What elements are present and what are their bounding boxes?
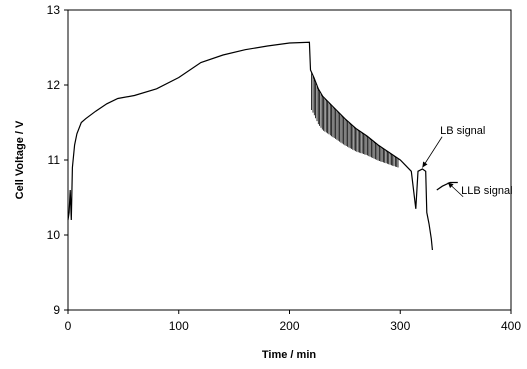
y-tick-label: 11 — [48, 153, 61, 167]
annotation-arrow-1 — [422, 136, 443, 168]
series-line-1 — [67, 41, 433, 251]
annotation-layer: LB signal LLB signal — [422, 125, 513, 198]
y-axis-title: Cell Voltage / V — [14, 120, 26, 199]
x-tick-label: 300 — [390, 319, 410, 333]
series-line-2 — [436, 181, 458, 191]
x-tick-label: 0 — [65, 319, 72, 333]
y-tick-label: 10 — [47, 228, 61, 242]
pulse-oscillation — [311, 72, 399, 168]
plot-frame — [67, 9, 512, 311]
x-tick-label: 100 — [169, 319, 189, 333]
y-tick-label: 13 — [47, 3, 61, 17]
x-axis-title: Time / min — [262, 349, 316, 361]
annotation-arrowhead-1 — [422, 161, 428, 168]
y-axis-ticks: 9 10 11 12 13 — [47, 3, 68, 317]
y-tick-label: 9 — [53, 303, 60, 317]
x-tick-label: 400 — [501, 319, 521, 333]
x-axis-ticks: 0 100 200 300 400 — [65, 310, 521, 333]
annotation-label-1: LB signal — [440, 125, 485, 137]
y-tick-label: 12 — [47, 78, 61, 92]
annotation-arrowhead-2 — [447, 182, 454, 189]
annotation-label-2: LLB signal — [461, 185, 512, 197]
series-layer — [67, 41, 458, 251]
x-tick-label: 200 — [279, 319, 299, 333]
